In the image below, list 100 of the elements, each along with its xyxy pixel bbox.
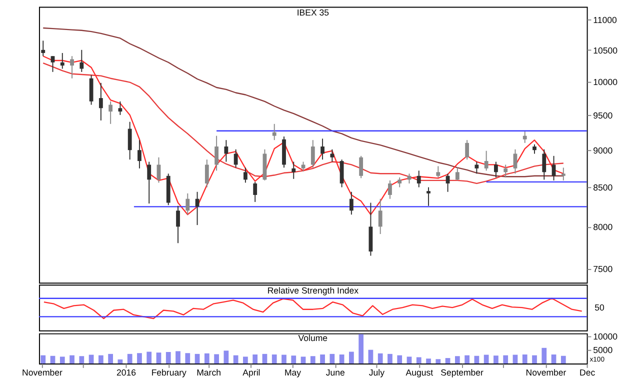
bar [310,356,316,364]
x-tick-label: 2016 [116,368,136,378]
bar [464,355,470,364]
candlestick [70,56,74,79]
candlestick [330,148,334,162]
bar [252,354,258,364]
x-tick-label: November [22,368,63,378]
bar [176,351,180,364]
text: 50 [594,302,604,312]
bar [214,354,219,364]
candlestick [128,121,132,160]
candlestick [176,205,180,244]
candlestick [138,140,142,169]
bar [426,358,431,364]
line-series [42,56,564,216]
candlestick [272,123,276,141]
bar [474,356,480,364]
x-tick-label: February [151,368,188,378]
candlestick [504,164,508,178]
y-tick-label: 5000 [593,345,613,356]
bar [272,354,277,364]
chart-title: Relative Strength Index [267,285,360,296]
bar [551,354,556,364]
bar [243,356,248,364]
candlestick [98,82,103,121]
chart-title: Volume [298,332,328,343]
candlestick [359,155,364,179]
bar [388,354,392,364]
bar [454,356,460,364]
x-tick-label: March [196,368,222,378]
bar [108,354,113,364]
bar [118,359,123,364]
candlestick [465,140,470,160]
y-tick-label: 7500 [593,264,613,274]
candlestick [108,100,113,124]
x-tick-label: August [406,368,434,378]
bar [194,354,200,364]
bar [282,354,286,364]
candlestick [494,161,498,178]
candlestick [474,161,479,174]
bar [50,356,56,364]
candlestick [186,192,190,216]
candlestick [118,100,122,116]
candlestick [310,140,315,168]
bar [445,358,450,364]
x-tick-label: July [368,368,386,378]
bar [339,354,344,364]
candlestick [253,181,258,202]
candlestick [60,52,64,70]
x-tick-label: June [326,368,346,378]
candlestick [301,161,306,172]
chart-title: IBEX 35 [296,8,330,18]
y-tick-label: 10000 [593,77,618,88]
bar [406,356,412,364]
bar [349,352,354,364]
x-tick-label: Dec [580,368,596,378]
bar [156,352,162,364]
bar [436,359,441,364]
bar [79,356,84,364]
bar [300,356,306,364]
candlestick [426,186,430,206]
y-tick-label: 9500 [593,110,613,120]
x-tick-label: May [284,368,302,378]
y-tick-label: 9000 [593,146,613,156]
bar [484,354,489,364]
candlestick [542,148,546,180]
bar [494,356,498,364]
y-tick-label: 8000 [593,222,613,232]
candlestick [552,155,556,181]
y-tick-label: 11000 [593,15,617,26]
candlestick [340,159,344,188]
bar [98,355,104,364]
candlestick [224,140,228,162]
bar [368,350,374,364]
bar [358,334,364,364]
bar [532,355,537,364]
bar [503,355,508,364]
bar [146,352,152,364]
x-tick-label: April [242,368,260,378]
bar [70,355,74,364]
bar [137,353,142,364]
candlestick [513,148,518,174]
candlestick [292,161,296,180]
bar [204,353,210,364]
candlestick [234,148,238,168]
bar [127,354,132,364]
y-tick-label: 8500 [593,182,613,193]
bar [291,356,296,364]
bar [522,354,528,364]
bar [560,356,566,364]
x-tick-label: November [526,368,566,378]
bar [378,353,383,364]
candlestick [378,198,382,235]
candlestick [214,135,218,172]
candlestick [204,159,209,188]
y-tick-label: 10500 [593,45,618,56]
candlestick [80,49,84,72]
bar [330,354,335,364]
bar [60,356,65,364]
bar [416,357,422,364]
